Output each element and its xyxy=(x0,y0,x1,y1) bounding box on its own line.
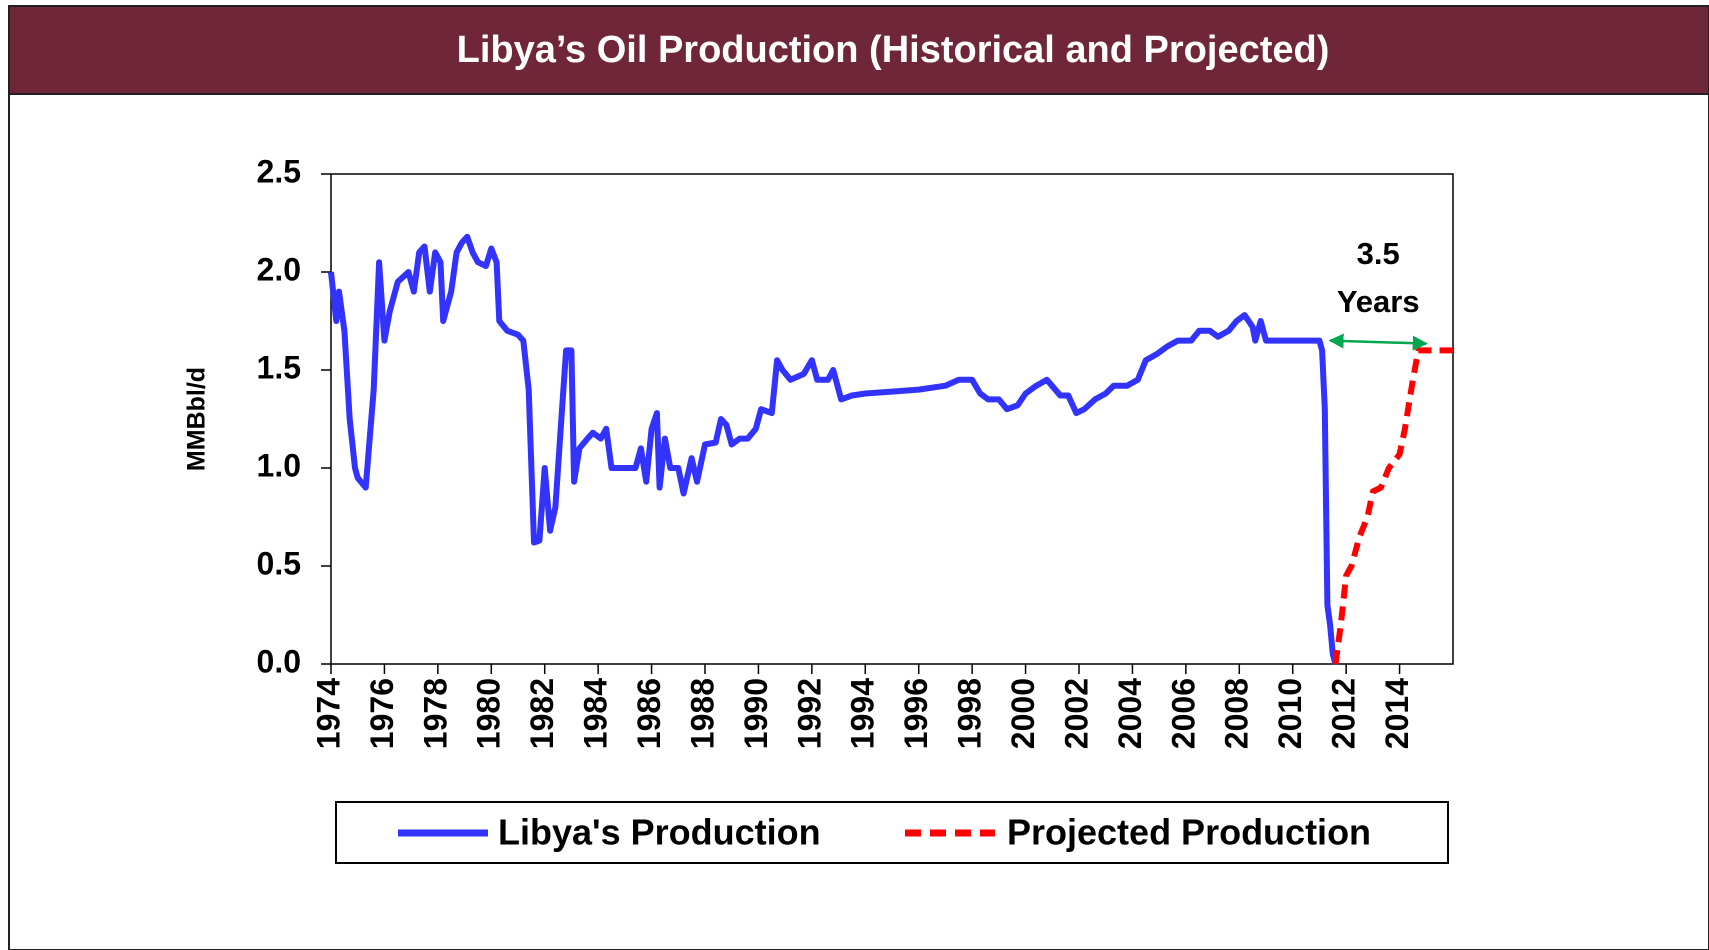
plot-area xyxy=(330,173,1454,665)
x-tick-label: 1974 xyxy=(310,678,346,749)
y-tick-label: 1.5 xyxy=(257,349,301,385)
y-axis-label: MMBbl/d xyxy=(183,367,211,471)
x-tick-label: 1980 xyxy=(471,678,507,749)
chart-title: Libya’s Oil Production (Historical and P… xyxy=(457,29,1330,71)
x-tick-label: 2006 xyxy=(1165,678,1201,749)
x-tick-label: 2012 xyxy=(1326,678,1362,749)
y-tick-label: 0.0 xyxy=(257,643,301,679)
x-tick-label: 2014 xyxy=(1379,678,1415,749)
x-tick-label: 1990 xyxy=(738,678,774,749)
x-tick-label: 2010 xyxy=(1272,678,1308,749)
x-tick-label: 2008 xyxy=(1219,678,1255,749)
frame xyxy=(8,5,1709,950)
x-tick-label: 1986 xyxy=(631,678,667,749)
x-tick-label: 2002 xyxy=(1058,678,1094,749)
annotation-text: Years xyxy=(1337,284,1420,319)
x-tick-label: 1996 xyxy=(898,678,934,749)
x-tick-label: 1992 xyxy=(791,678,827,749)
series-line xyxy=(328,233,1339,665)
x-tick-label: 1988 xyxy=(684,678,720,749)
y-tick-label: 2.5 xyxy=(257,153,301,189)
x-tick-label: 1998 xyxy=(952,678,988,749)
y-tick-label: 1.0 xyxy=(257,447,301,483)
series-line xyxy=(1332,347,1453,665)
annotation-text: 3.5 xyxy=(1357,236,1400,271)
x-tick-label: 1978 xyxy=(417,678,453,749)
x-tick-label: 1982 xyxy=(524,678,560,749)
x-tick-label: 2000 xyxy=(1005,678,1041,749)
legend-label: Projected Production xyxy=(1007,812,1371,853)
annotation-arrow xyxy=(1328,333,1428,351)
x-tick-label: 1976 xyxy=(364,678,400,749)
header xyxy=(8,5,1709,95)
legend xyxy=(335,801,1449,864)
x-tick-label: 1984 xyxy=(578,678,614,749)
y-tick-label: 2.0 xyxy=(257,251,301,287)
x-tick-label: 2004 xyxy=(1112,678,1148,749)
x-tick-label: 1994 xyxy=(845,678,881,749)
y-tick-label: 0.5 xyxy=(257,545,301,581)
legend-label: Libya's Production xyxy=(498,812,821,853)
